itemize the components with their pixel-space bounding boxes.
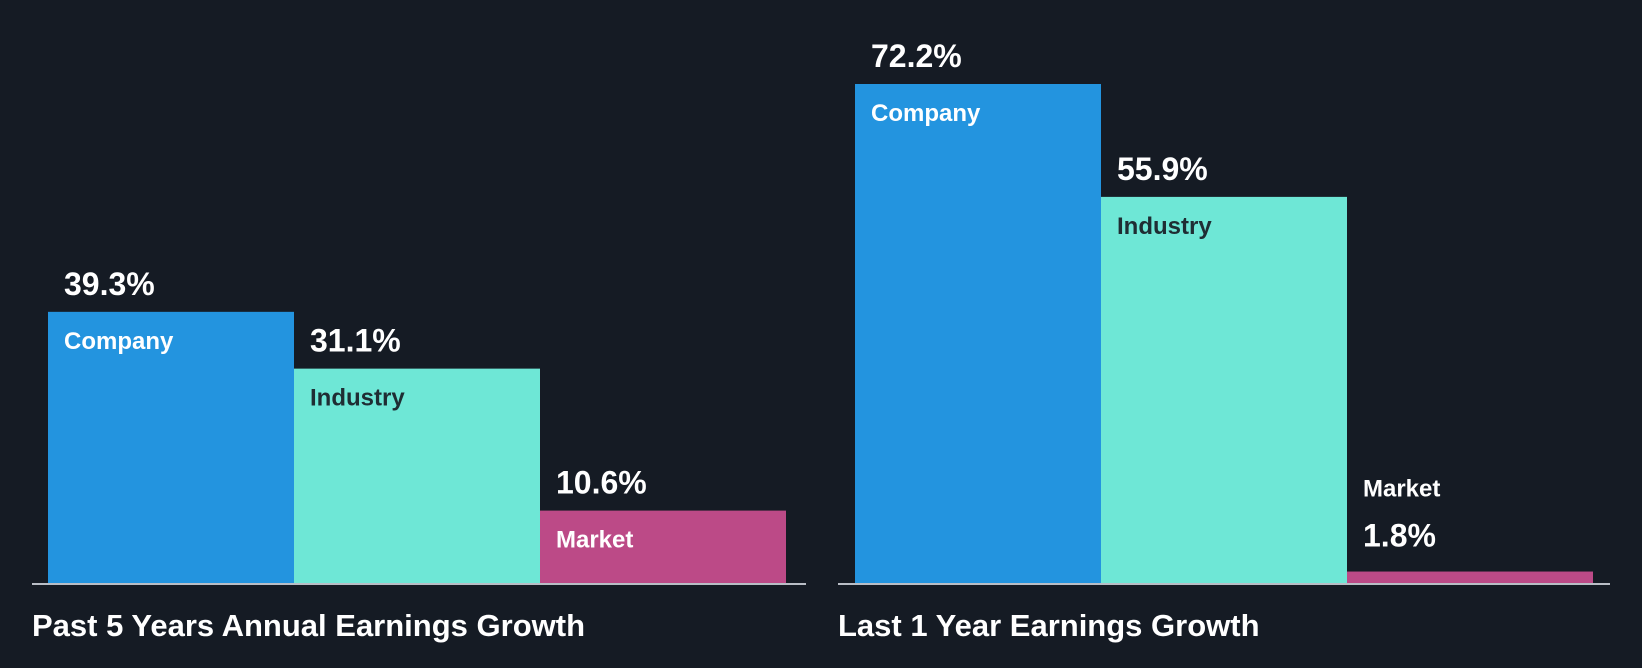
past-5-years-category-label-market: Market [556, 527, 633, 554]
last-1-year-category-label-company: Company [871, 100, 981, 127]
past-5-years-category-label-company: Company [64, 328, 174, 355]
last-1-year-bar-industry [1101, 197, 1347, 584]
last-1-year-chart: Last 1 Year Earnings Growth 72.2% Company… [838, 38, 1610, 643]
past-5-years-value-label-company: 39.3% [64, 266, 155, 302]
last-1-year-bar-company [855, 84, 1101, 584]
last-1-year-category-label-industry: Industry [1117, 213, 1212, 240]
last-1-year-category-label-market: Market [1363, 476, 1440, 503]
last-1-year-value-label-company: 72.2% [871, 38, 962, 74]
past-5-years-title: Past 5 Years Annual Earnings Growth [32, 608, 585, 643]
last-1-year-value-label-industry: 55.9% [1117, 151, 1208, 187]
earnings-growth-charts: Past 5 Years Annual Earnings Growth 39.3… [0, 0, 1642, 668]
last-1-year-value-label-market: 1.8% [1363, 518, 1436, 554]
last-1-year-bar-market [1347, 572, 1593, 584]
past-5-years-category-label-industry: Industry [310, 385, 405, 412]
past-5-years-chart: Past 5 Years Annual Earnings Growth 39.3… [32, 266, 806, 643]
past-5-years-value-label-market: 10.6% [556, 465, 647, 501]
last-1-year-title: Last 1 Year Earnings Growth [838, 608, 1260, 643]
past-5-years-value-label-industry: 31.1% [310, 323, 401, 359]
